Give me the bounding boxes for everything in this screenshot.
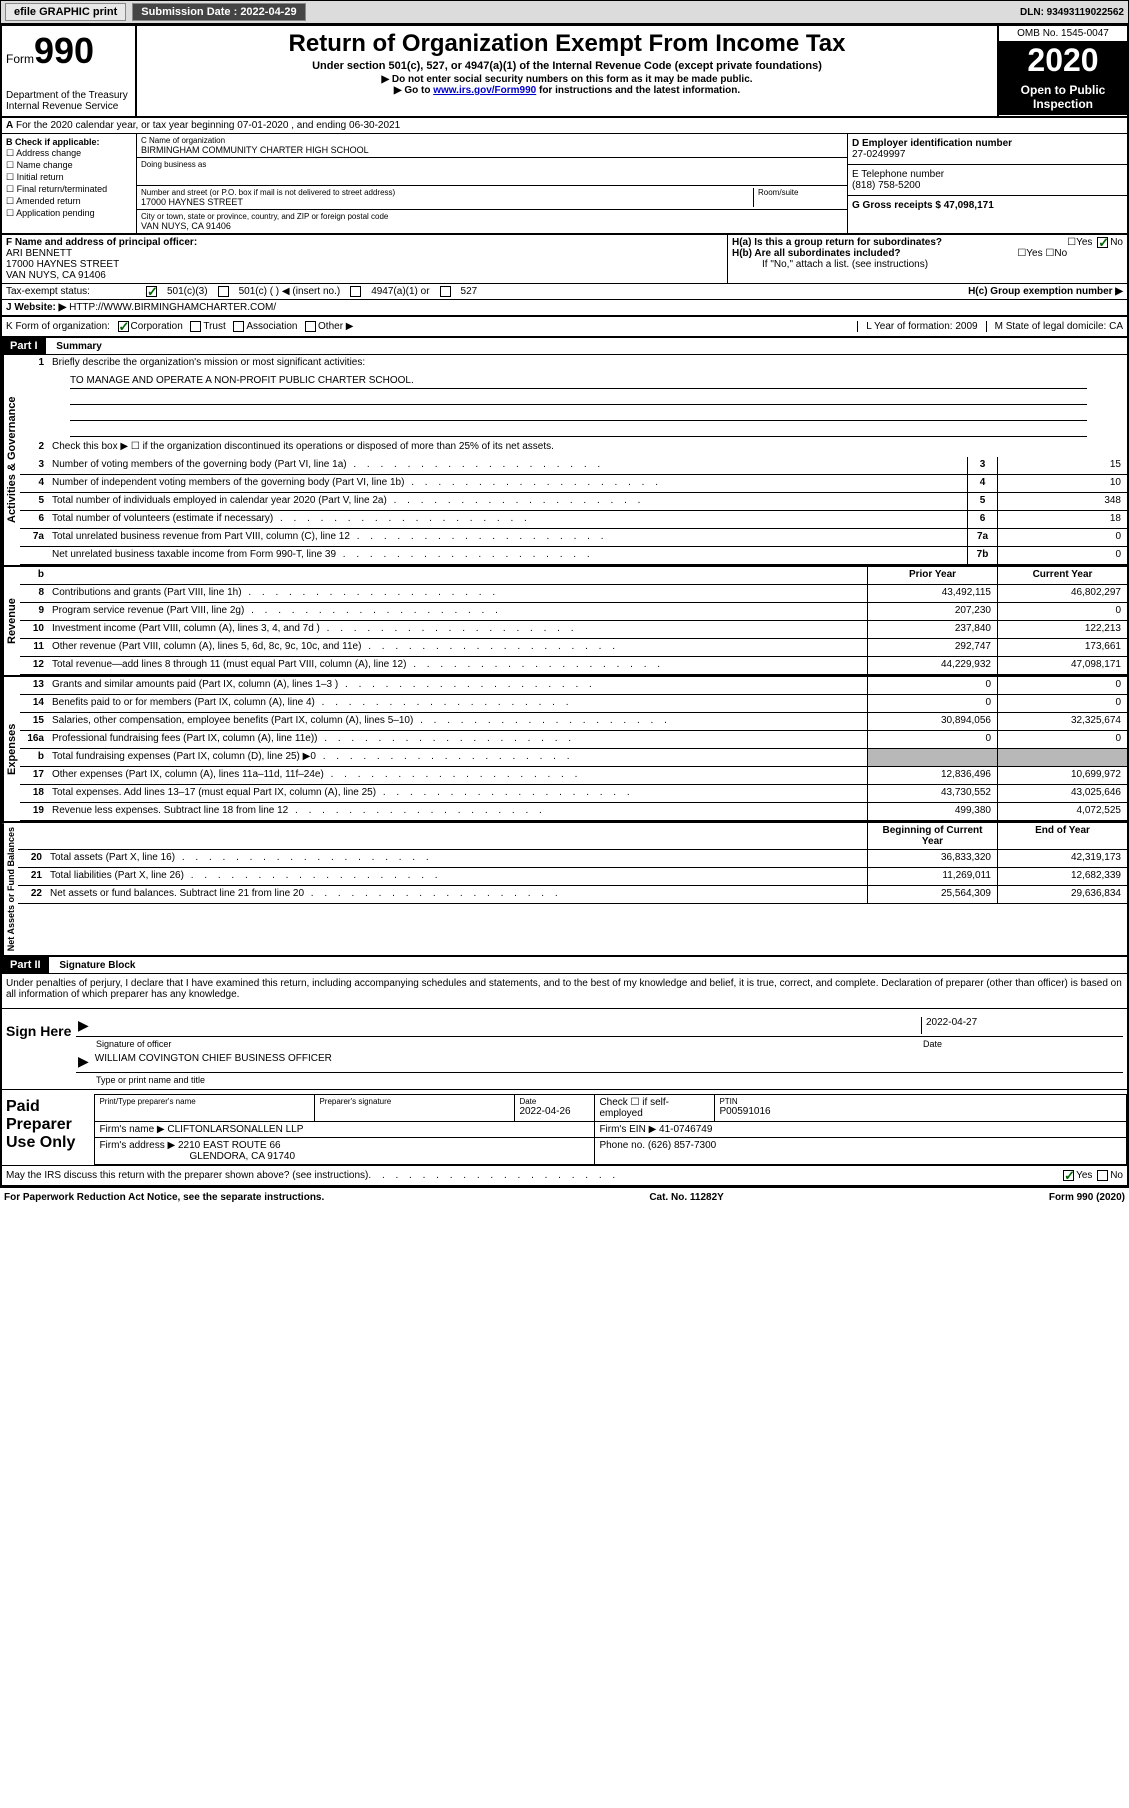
mission-text: TO MANAGE AND OPERATE A NON-PROFIT PUBLI…	[70, 375, 1087, 389]
section-f: F Name and address of principal officer:…	[2, 235, 727, 283]
submission-button[interactable]: Submission Date : 2022-04-29	[132, 3, 305, 21]
footer: For Paperwork Reduction Act Notice, see …	[0, 1187, 1129, 1207]
omb-number: OMB No. 1545-0047	[999, 26, 1127, 42]
part2-title: Signature Block	[51, 958, 143, 973]
column-b: B Check if applicable: ☐ Address change …	[2, 134, 137, 233]
net-label: Net Assets or Fund Balances	[2, 823, 18, 955]
form-number: Form990	[6, 30, 131, 72]
trust-checkbox[interactable]	[190, 321, 201, 332]
assoc-checkbox[interactable]	[233, 321, 244, 332]
part1-header: Part I	[2, 338, 46, 354]
tax-year: 2020	[999, 42, 1127, 79]
part1-title: Summary	[48, 339, 110, 354]
k-row: K Form of organization: Corporation Trus…	[2, 317, 1127, 338]
gov-label: Activities & Governance	[2, 355, 20, 565]
501c3-checkbox[interactable]	[146, 286, 157, 297]
efile-button[interactable]: efile GRAPHIC print	[5, 3, 126, 21]
open-public-label: Open to Public Inspection	[999, 79, 1127, 115]
header-bar: efile GRAPHIC print Submission Date : 20…	[0, 0, 1129, 24]
tax-status-row: Tax-exempt status: 501(c)(3) 501(c) ( ) …	[2, 284, 1127, 300]
preparer-table: Print/Type preparer's name Preparer's si…	[94, 1094, 1127, 1165]
note-instructions: ▶ Go to www.irs.gov/Form990 for instruct…	[141, 85, 993, 96]
discuss-no[interactable]	[1097, 1170, 1108, 1181]
discuss-yes[interactable]	[1063, 1170, 1074, 1181]
527-checkbox[interactable]	[440, 286, 451, 297]
column-de: D Employer identification number27-02499…	[847, 134, 1127, 233]
exp-label: Expenses	[2, 677, 20, 821]
column-c: C Name of organizationBIRMINGHAM COMMUNI…	[137, 134, 847, 233]
subtitle: Under section 501(c), 527, or 4947(a)(1)…	[141, 60, 993, 72]
irs-link[interactable]: www.irs.gov/Form990	[433, 85, 536, 96]
note-ssn: ▶ Do not enter social security numbers o…	[141, 74, 993, 85]
other-checkbox[interactable]	[305, 321, 316, 332]
rev-label: Revenue	[2, 567, 20, 675]
dln-label: DLN: 93493119022562	[1020, 7, 1124, 18]
sign-here-label: Sign Here	[6, 1013, 76, 1039]
department-label: Department of the Treasury Internal Reve…	[6, 90, 131, 112]
website-row: J Website: ▶ HTTP://WWW.BIRMINGHAMCHARTE…	[2, 300, 1127, 317]
part2-header: Part II	[2, 957, 49, 973]
main-title: Return of Organization Exempt From Incom…	[141, 30, 993, 58]
form-container: Form990 Department of the Treasury Inter…	[0, 24, 1129, 1187]
corp-checkbox[interactable]	[118, 321, 129, 332]
501c-checkbox[interactable]	[218, 286, 229, 297]
section-h: H(a) Is this a group return for subordin…	[727, 235, 1127, 283]
declaration-text: Under penalties of perjury, I declare th…	[2, 974, 1127, 1004]
4947-checkbox[interactable]	[350, 286, 361, 297]
section-a: A For the 2020 calendar year, or tax yea…	[2, 118, 1127, 134]
paid-preparer-label: Paid Preparer Use Only	[2, 1094, 94, 1165]
